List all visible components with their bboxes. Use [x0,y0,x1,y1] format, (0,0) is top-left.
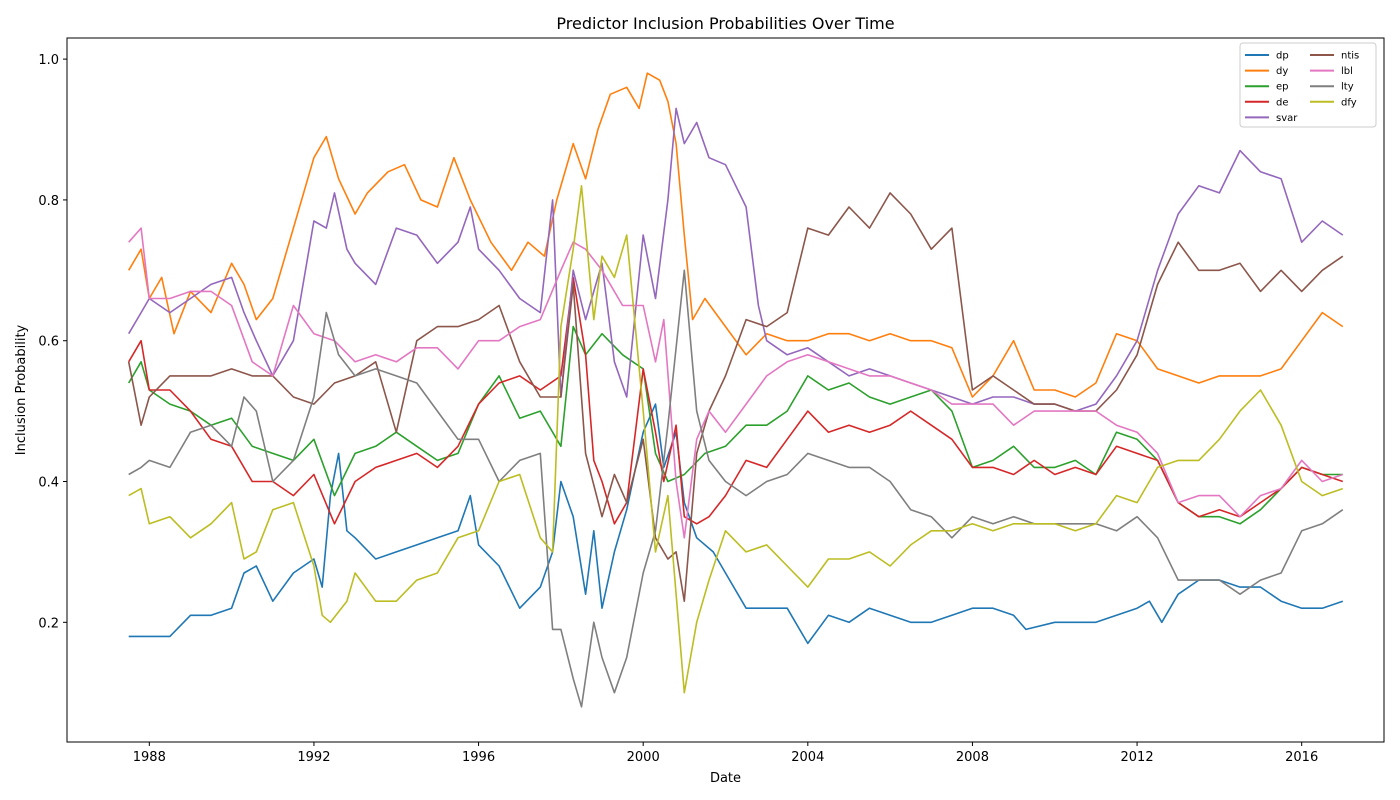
legend-box [1239,42,1377,128]
x-tick-label: 2008 [956,750,989,765]
x-tick-label: 1988 [133,750,166,765]
plot-area [66,37,1385,743]
x-tick-label: 2004 [791,750,824,765]
x-tick-label: 2000 [627,750,660,765]
y-tick-label: 0.4 [38,476,59,491]
x-axis-label: Date [710,771,741,786]
legend-label-ntis: ntis [1341,51,1359,62]
series-line-dfy [128,185,1344,694]
series-line-ep [128,325,1343,525]
x-axis: 1988 1992 1996 2000 2004 2008 2012 2016 [133,742,1318,765]
series-line-lty [128,269,1344,708]
series-line-ntis [127,192,1344,602]
legend-label-de: de [1276,97,1289,108]
legend-label-dy: dy [1276,66,1288,77]
y-axis: 0.2 0.4 0.6 0.8 1.0 [38,53,67,631]
series-line-de [128,276,1344,525]
x-tick-label: 1996 [462,750,495,765]
x-tick-label: 2016 [1285,750,1318,765]
y-axis-label: Inclusion Probability [14,324,29,455]
legend-label-ep: ep [1276,82,1289,93]
chart-title: Predictor Inclusion Probabilities Over T… [556,14,894,33]
legend-label-lbl: lbl [1341,66,1353,77]
y-tick-label: 0.8 [38,194,59,209]
series-line-lbl [128,227,1344,539]
series-line-dy [128,72,1344,398]
legend-label-lty: lty [1341,82,1354,93]
legend-label-dfy: dfy [1341,97,1357,108]
y-tick-label: 0.6 [38,335,59,350]
legend-label-dp: dp [1276,51,1289,62]
x-tick-label: 2012 [1121,750,1154,765]
y-tick-label: 1.0 [38,53,59,68]
y-tick-label: 0.2 [38,616,59,631]
series-line-svar [128,107,1344,412]
legend: dp dy ep de svar ntis lbl lty dfy [1239,42,1377,128]
legend-label-svar: svar [1276,113,1298,124]
series-lines [127,72,1344,708]
series-line-dp [128,403,1344,645]
x-tick-label: 1992 [297,750,330,765]
